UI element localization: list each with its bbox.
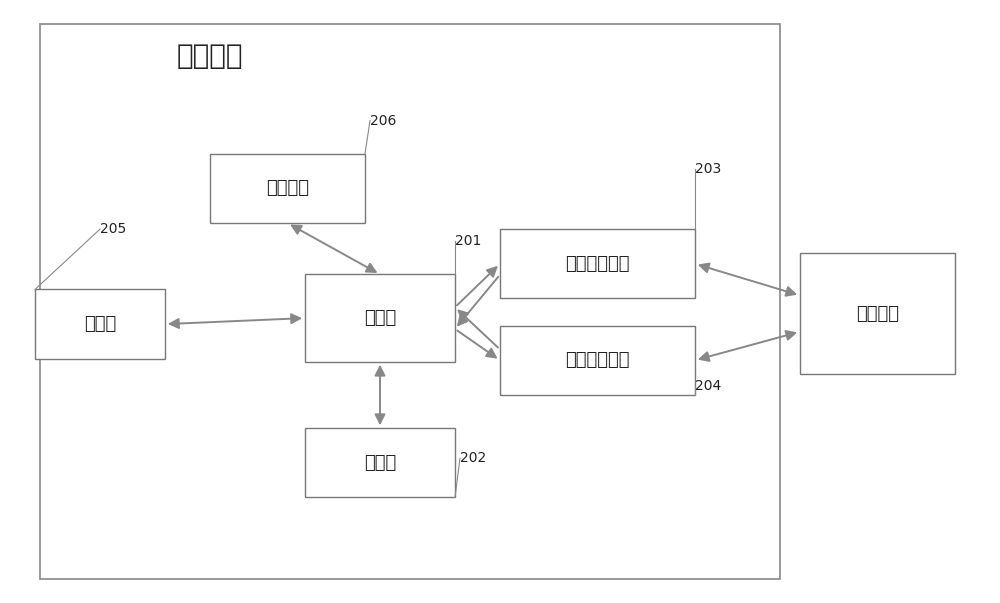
Text: 關聯設備: 關聯設備 [856,305,899,323]
Text: 通信設備: 通信設備 [177,42,243,70]
Text: 存儲器: 存儲器 [364,454,396,472]
Text: 204: 204 [695,379,721,393]
Bar [305,274,455,362]
Bar [35,289,165,359]
Bar [40,24,780,579]
Bar [210,154,365,223]
Bar [800,253,955,374]
Bar [500,229,695,298]
Text: 203: 203 [695,162,721,176]
Text: 201: 201 [455,234,481,248]
Text: 202: 202 [460,451,486,466]
Text: 206: 206 [370,113,396,128]
Text: 顯示器: 顯示器 [84,315,116,333]
Text: 205: 205 [100,222,126,236]
Text: 輸入設備: 輸入設備 [266,180,309,197]
Text: 無線通信模塊: 無線通信模塊 [565,352,630,369]
Bar [305,428,455,497]
Text: 有線通信模塊: 有線通信模塊 [565,255,630,273]
Text: 控制器: 控制器 [364,309,396,327]
Bar [500,326,695,395]
